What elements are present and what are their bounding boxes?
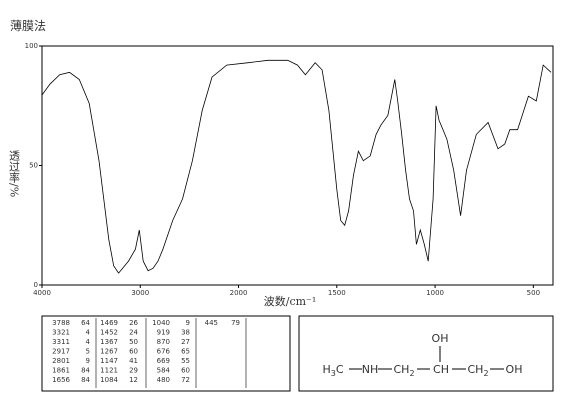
peak-transmittance: 4 [86,329,91,337]
peak-wavenumber: 584 [157,367,171,375]
chart-title: 薄膜法 [10,18,46,33]
peak-wavenumber: 1040 [152,319,170,327]
y-tick-label: 0 [34,281,38,289]
peak-transmittance: 79 [231,319,240,327]
peak-transmittance: 50 [129,338,138,346]
x-tick-label: 4000 [33,289,51,297]
peak-transmittance: 12 [129,376,138,384]
structure-group: NH [362,363,379,376]
peak-transmittance: 9 [86,357,90,365]
peak-wavenumber: 1147 [100,357,118,365]
peak-transmittance: 27 [181,338,190,346]
peak-transmittance: 65 [181,348,190,356]
peak-wavenumber: 2801 [52,357,70,365]
peak-transmittance: 41 [129,357,138,365]
x-axis-label: 波数/cm⁻¹ [264,295,317,308]
structure-frame [298,315,554,392]
peak-transmittance: 60 [181,367,190,375]
peak-wavenumber: 1861 [52,367,70,375]
peak-wavenumber: 480 [157,376,170,384]
peak-transmittance: 84 [81,376,90,384]
structure-substituent: OH [432,332,449,345]
x-tick-label: 3000 [131,289,149,297]
peak-transmittance: 9 [186,319,190,327]
peak-transmittance: 26 [129,319,138,327]
peak-wavenumber: 3311 [52,338,70,346]
peak-wavenumber: 1121 [100,367,118,375]
plot-frame [41,45,554,286]
x-tick-label: 1500 [328,289,346,297]
peak-wavenumber: 1656 [52,376,70,384]
spectrum-line [41,59,552,274]
bonds [349,346,504,370]
peak-transmittance: 64 [81,319,90,327]
peak-transmittance: 5 [86,348,90,356]
peak-wavenumber: 1084 [100,376,118,384]
peak-wavenumber: 1267 [100,348,118,356]
peak-transmittance: 24 [129,329,138,337]
peak-wavenumber: 676 [157,348,171,356]
y-tick-label: 50 [29,162,38,170]
peak-transmittance: 38 [181,329,190,337]
peak-wavenumber: 1469 [100,319,118,327]
peak-wavenumber: 3321 [52,329,70,337]
structure-group: OH [506,363,523,376]
peak-wavenumber: 2917 [52,348,70,356]
peak-wavenumber: 919 [157,329,170,337]
peak-wavenumber: 1452 [100,329,118,337]
y-tick-label: 100 [25,42,38,50]
y-axis-label: 透过率/% [8,150,21,197]
peak-transmittance: 55 [181,357,190,365]
peak-wavenumber: 445 [205,319,218,327]
structure-group: CH2 [393,363,414,378]
structure-group: H3C [322,363,343,378]
peak-wavenumber: 669 [157,357,170,365]
x-tick-label: 500 [527,289,540,297]
x-tick-label: 1000 [426,289,444,297]
peak-table-frame [41,315,291,392]
structure-group: CH [433,363,449,376]
peak-transmittance: 84 [81,367,90,375]
peak-transmittance: 29 [129,367,138,375]
peak-transmittance: 72 [181,376,190,384]
peak-transmittance: 60 [129,348,138,356]
peak-wavenumber: 870 [157,338,170,346]
peak-wavenumber: 3788 [52,319,70,327]
structure-group: CH2 [467,363,488,378]
x-tick-label: 2000 [230,289,248,297]
peak-wavenumber: 1367 [100,338,118,346]
peak-transmittance: 4 [86,338,91,346]
